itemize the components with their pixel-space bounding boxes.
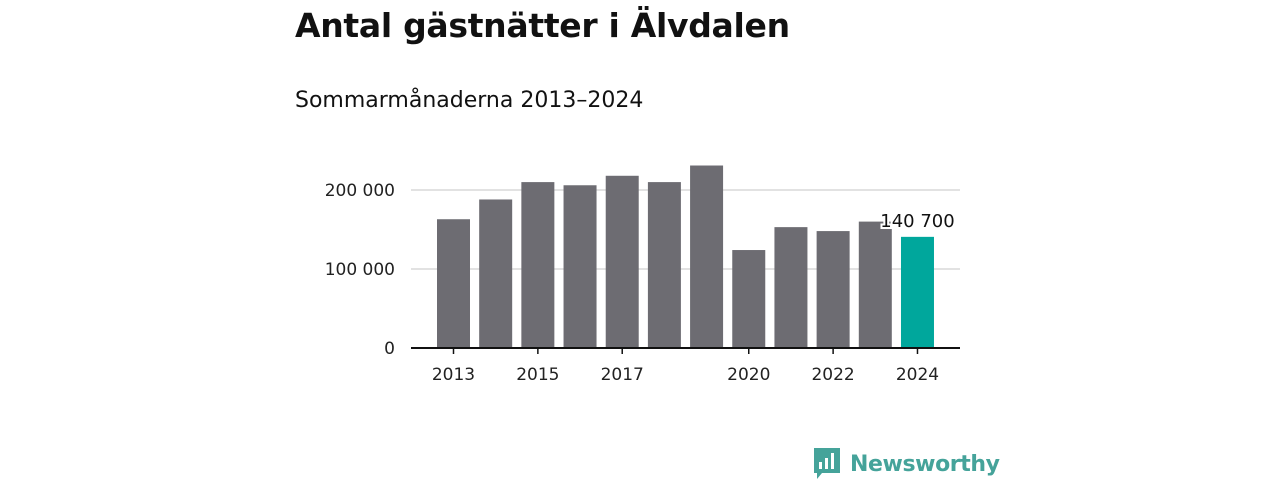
bar-2018 [647,182,681,348]
bar-2022 [816,231,850,348]
chart-title: Antal gästnätter i Älvdalen [295,6,790,45]
x-tick-label: 2024 [896,365,939,385]
axes: 0 100 000 200 000 2013 2015 2017 2020 2022 2024 [325,181,960,385]
brand-name: Newsworthy [850,451,1000,477]
x-tick-label: 2020 [727,365,770,385]
bar-2024 [900,236,934,348]
x-tick-label: 2015 [516,365,559,385]
x-tick-label: 2017 [601,365,644,385]
bar-2013 [437,219,470,348]
bar-2017 [605,175,639,348]
bar-2019 [690,165,724,348]
bar-2014 [479,199,513,348]
chart-subtitle: Sommarmånaderna 2013–2024 [295,88,644,113]
bar-2021 [774,227,808,348]
bars [437,165,934,348]
y-tick-label: 0 [384,339,395,359]
data-labels: 140 700 [878,209,956,234]
x-tick-label: 2022 [811,365,854,385]
bar-2020 [732,250,766,348]
bar-2023 [858,221,892,348]
x-tick-label: 2013 [432,365,475,385]
y-tick-label: 100 000 [325,260,395,280]
newsworthy-logo-icon [814,448,840,479]
bar-2016 [563,185,597,348]
data-label: 140 700 [880,211,954,232]
y-tick-label: 200 000 [325,181,395,201]
bar-2015 [521,182,555,348]
newsworthy-logo: Newsworthy [814,447,1000,481]
